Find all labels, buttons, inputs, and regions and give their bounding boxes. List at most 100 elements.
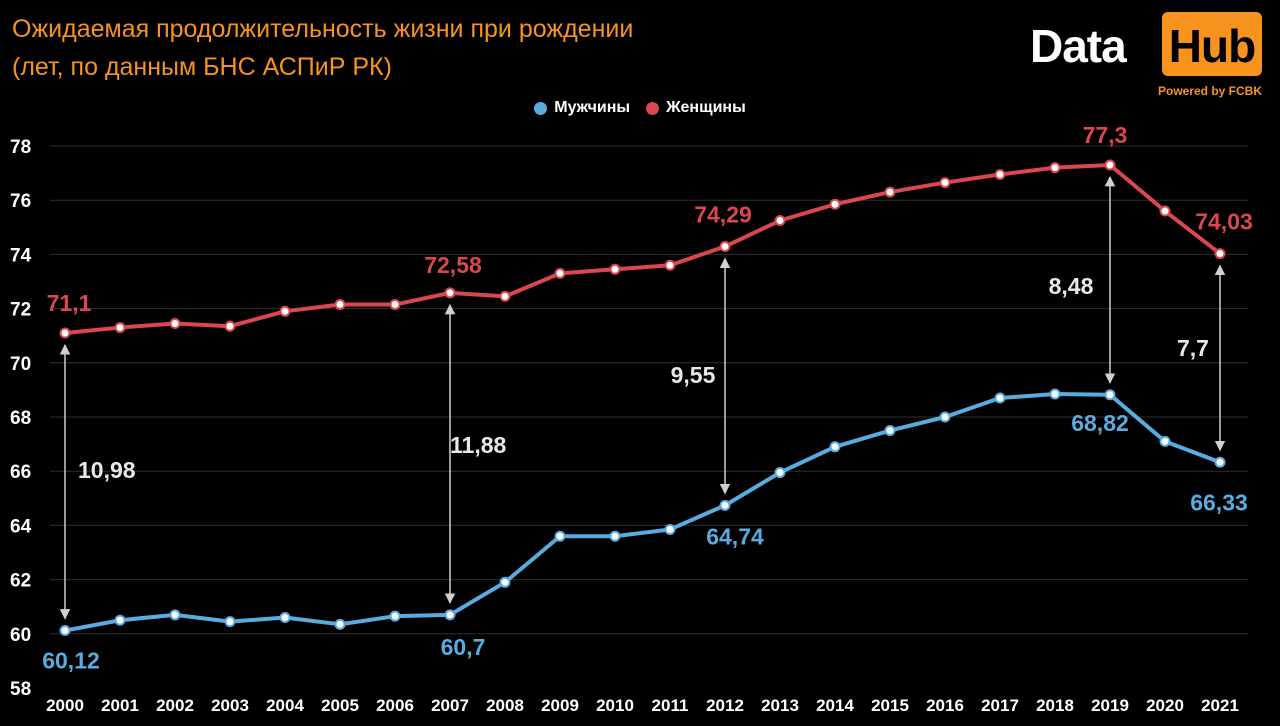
point-women-2007 bbox=[444, 287, 456, 299]
point-women-2009 bbox=[554, 267, 566, 279]
data-label-women-2021: 74,03 bbox=[1195, 209, 1253, 235]
x-tick-label-2019: 2019 bbox=[1091, 696, 1129, 715]
gap-label-2000: 10,98 bbox=[78, 457, 136, 483]
point-men-2004 bbox=[279, 612, 291, 624]
point-women-2011 bbox=[664, 259, 676, 271]
x-tick-label-2018: 2018 bbox=[1036, 696, 1074, 715]
x-tick-label-2020: 2020 bbox=[1146, 696, 1184, 715]
point-men-2014 bbox=[829, 441, 841, 453]
legend-marker-men bbox=[534, 101, 548, 115]
y-tick-label-68: 68 bbox=[10, 408, 31, 429]
point-men-2000 bbox=[59, 625, 71, 637]
y-tick-label-72: 72 bbox=[10, 300, 31, 321]
data-label-women-2000: 71,1 bbox=[47, 290, 92, 316]
y-tick-label-58: 58 bbox=[10, 679, 31, 700]
x-tick-label-2008: 2008 bbox=[486, 696, 524, 715]
x-tick-label-2016: 2016 bbox=[926, 696, 964, 715]
x-tick-label-2012: 2012 bbox=[706, 696, 744, 715]
point-men-2012 bbox=[719, 499, 731, 511]
point-men-2021 bbox=[1214, 456, 1226, 468]
point-men-2001 bbox=[114, 614, 126, 626]
point-women-2008 bbox=[499, 290, 511, 302]
point-women-2010 bbox=[609, 263, 621, 275]
x-tick-label-2003: 2003 bbox=[211, 696, 249, 715]
gap-label-2021: 7,7 bbox=[1177, 335, 1209, 361]
y-tick-label-74: 74 bbox=[10, 245, 32, 266]
x-tick-label-2006: 2006 bbox=[376, 696, 414, 715]
point-men-2017 bbox=[994, 392, 1006, 404]
chart-title-line1: Ожидаемая продолжительность жизни при ро… bbox=[12, 15, 634, 43]
y-tick-label-76: 76 bbox=[10, 191, 31, 212]
series-line-women bbox=[64, 162, 1222, 335]
logo-data-text: Data bbox=[1030, 20, 1127, 72]
data-label-men-2000: 60,12 bbox=[42, 648, 100, 674]
point-women-2018 bbox=[1049, 162, 1061, 174]
data-label-men-2021: 66,33 bbox=[1190, 489, 1248, 515]
point-men-2009 bbox=[554, 530, 566, 542]
point-men-2007 bbox=[444, 609, 456, 621]
gap-label-2012: 9,55 bbox=[671, 362, 716, 388]
x-tick-label-2007: 2007 bbox=[431, 696, 469, 715]
point-men-2010 bbox=[609, 530, 621, 542]
point-men-2013 bbox=[774, 467, 786, 479]
point-men-2018 bbox=[1049, 388, 1061, 400]
x-tick-label-2002: 2002 bbox=[156, 696, 194, 715]
point-women-2005 bbox=[334, 299, 346, 311]
logo-powered-text: Powered by FCBK bbox=[1157, 84, 1262, 98]
point-men-2016 bbox=[939, 411, 951, 423]
chart-title: Ожидаемая продолжительность жизни при ро… bbox=[12, 10, 633, 86]
y-tick-label-60: 60 bbox=[10, 625, 31, 646]
point-men-2002 bbox=[169, 609, 181, 621]
point-men-2006 bbox=[389, 610, 401, 622]
point-men-2005 bbox=[334, 618, 346, 630]
point-women-2016 bbox=[939, 177, 951, 189]
x-tick-label-2000: 2000 bbox=[46, 696, 84, 715]
point-men-2008 bbox=[499, 576, 511, 588]
point-women-2021 bbox=[1214, 248, 1226, 260]
point-women-2002 bbox=[169, 318, 181, 330]
legend-item-women[interactable]: Женщины bbox=[646, 99, 746, 117]
point-women-2000 bbox=[59, 327, 71, 339]
gap-label-2007: 11,88 bbox=[450, 432, 506, 458]
legend-label-men: Мужчины bbox=[554, 99, 631, 116]
x-tick-label-2015: 2015 bbox=[871, 696, 909, 715]
x-tick-label-2021: 2021 bbox=[1201, 696, 1239, 715]
series-line-men bbox=[64, 391, 1221, 633]
chart-title-line2: (лет, по данным БНС АСПиР РК) bbox=[12, 53, 392, 81]
point-men-2003 bbox=[224, 616, 236, 628]
y-tick-label-62: 62 bbox=[10, 571, 31, 592]
y-tick-label-70: 70 bbox=[10, 354, 31, 375]
y-tick-label-78: 78 bbox=[10, 137, 31, 158]
point-women-2013 bbox=[774, 215, 786, 227]
data-label-men-2019: 68,82 bbox=[1071, 410, 1129, 436]
gap-label-2019: 8,48 bbox=[1049, 273, 1094, 299]
logo-hub-text: Hub bbox=[1168, 20, 1256, 72]
point-men-2020 bbox=[1159, 435, 1171, 447]
data-label-men-2012: 64,74 bbox=[706, 523, 764, 549]
x-tick-label-2011: 2011 bbox=[652, 696, 689, 715]
data-label-women-2012: 74,29 bbox=[694, 202, 752, 228]
point-women-2015 bbox=[884, 186, 896, 198]
point-women-2014 bbox=[829, 198, 841, 210]
point-women-2017 bbox=[994, 168, 1006, 180]
x-tick-label-2013: 2013 bbox=[761, 696, 799, 715]
point-women-2019 bbox=[1104, 159, 1116, 171]
point-women-2006 bbox=[389, 299, 401, 311]
x-tick-label-2017: 2017 bbox=[981, 696, 1019, 715]
point-women-2012 bbox=[719, 241, 731, 253]
legend-item-men[interactable]: Мужчины bbox=[534, 99, 630, 117]
data-label-men-2007: 60,7 bbox=[441, 634, 486, 660]
point-women-2004 bbox=[279, 305, 291, 317]
point-women-2003 bbox=[224, 320, 236, 332]
point-women-2020 bbox=[1159, 205, 1171, 217]
x-tick-label-2010: 2010 bbox=[596, 696, 634, 715]
legend-marker-women bbox=[646, 101, 660, 115]
point-men-2019 bbox=[1104, 389, 1116, 401]
data-label-women-2019: 77,3 bbox=[1083, 122, 1128, 148]
x-tick-label-2014: 2014 bbox=[816, 696, 854, 715]
data-label-women-2007: 72,58 bbox=[424, 252, 482, 278]
y-tick-label-66: 66 bbox=[10, 462, 31, 483]
point-women-2001 bbox=[114, 322, 126, 334]
x-tick-label-2005: 2005 bbox=[321, 696, 359, 715]
